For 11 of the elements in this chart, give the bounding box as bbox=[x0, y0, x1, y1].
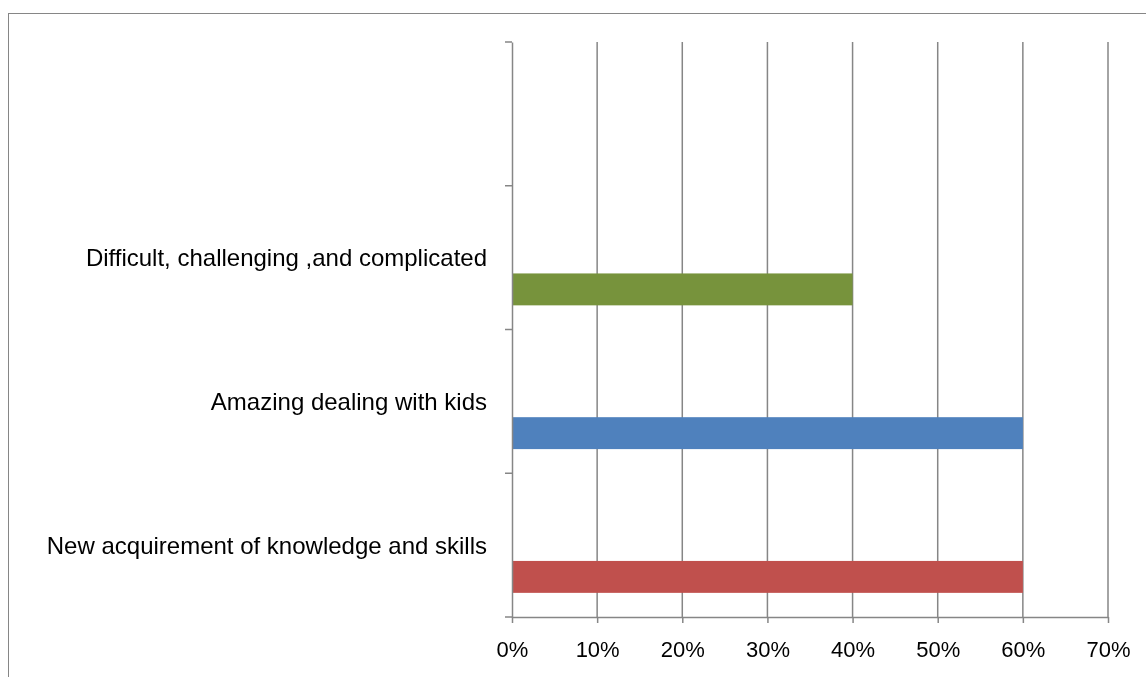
y-tick-label: New acquirement of knowledge and skills bbox=[46, 531, 487, 559]
x-tick-label: 70% bbox=[1086, 636, 1131, 662]
y-tick-label: Difficult, challenging ,and complicated bbox=[85, 244, 487, 272]
x-tick-label: 0% bbox=[496, 636, 529, 662]
x-tick-label: 40% bbox=[831, 636, 876, 662]
x-tick-label: 30% bbox=[745, 636, 790, 662]
x-tick-label: 50% bbox=[916, 636, 961, 662]
x-tick-label: 60% bbox=[1001, 636, 1046, 662]
y-tick-label: Amazing dealing with kids bbox=[210, 387, 487, 415]
x-tick-label: 20% bbox=[660, 636, 705, 662]
x-tick-label: 10% bbox=[575, 636, 620, 662]
